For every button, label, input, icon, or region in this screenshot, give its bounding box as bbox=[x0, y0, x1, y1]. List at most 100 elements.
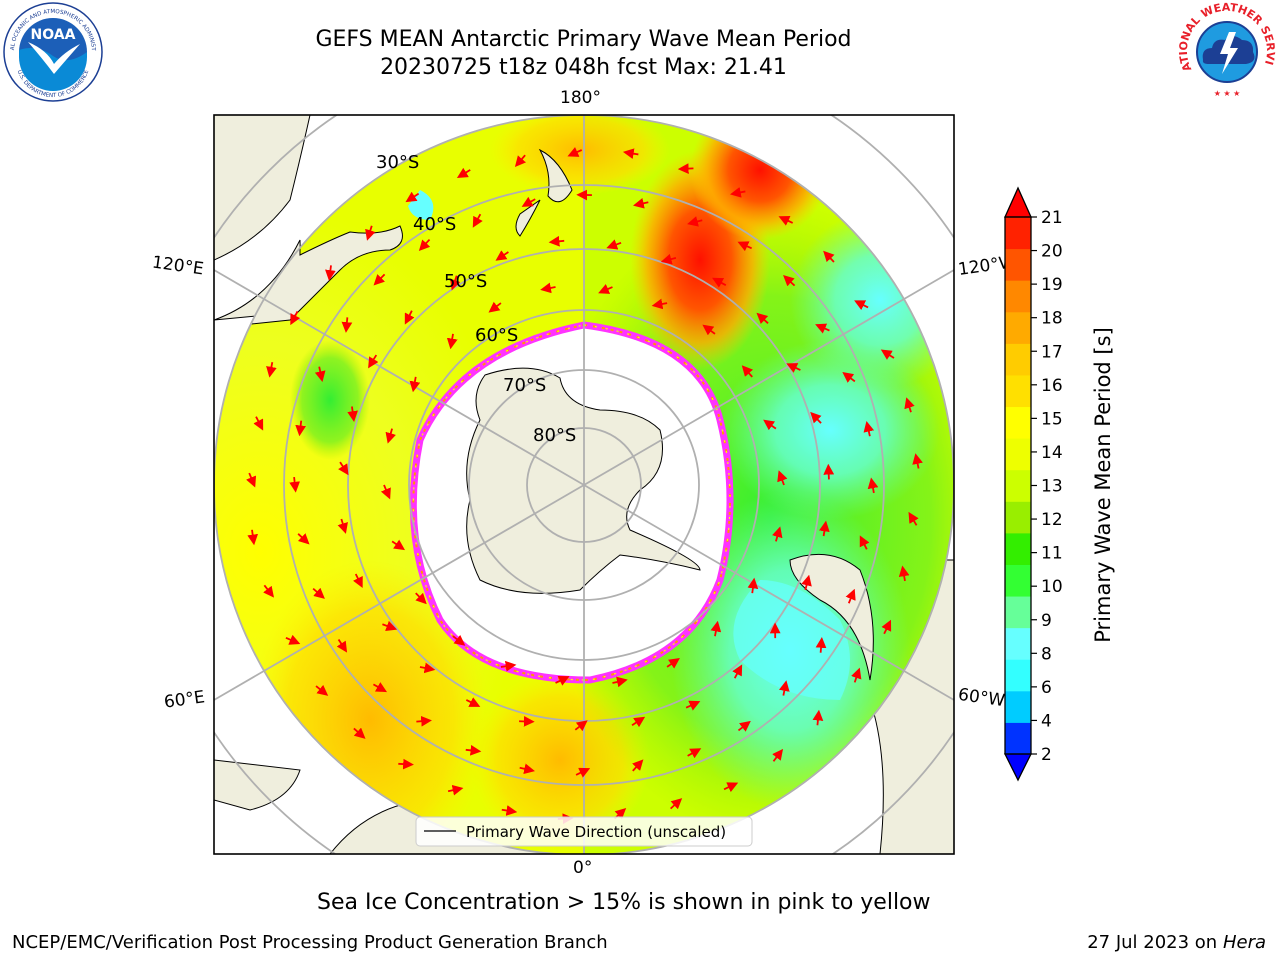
wave-direction-arrow bbox=[772, 526, 783, 542]
wave-direction-arrow bbox=[763, 419, 777, 431]
wave-direction-arrow bbox=[612, 676, 628, 688]
colorbar-tick-label: 8 bbox=[1041, 644, 1052, 664]
wave-direction-arrow bbox=[500, 660, 517, 672]
map-subtitle: 20230725 t18z 048h fcst Max: 21.41 bbox=[380, 55, 787, 80]
wave-direction-arrow bbox=[867, 477, 879, 494]
wave-direction-arrow bbox=[373, 273, 386, 286]
wave-direction-arrow bbox=[812, 709, 824, 726]
colorbar-tick-label: 17 bbox=[1041, 342, 1063, 362]
colorbar-swatch bbox=[1005, 627, 1031, 660]
wave-direction-arrow bbox=[295, 420, 307, 437]
wave-direction-arrow bbox=[606, 239, 622, 250]
wave-direction-arrow bbox=[772, 748, 784, 762]
colorbar-tick-label: 13 bbox=[1041, 477, 1063, 497]
wave-direction-arrow bbox=[336, 638, 348, 653]
wave-direction-arrow bbox=[756, 312, 769, 325]
wave-direction-arrow bbox=[712, 277, 727, 288]
wave-direction-arrow bbox=[465, 744, 482, 756]
colorbar-swatch bbox=[1005, 690, 1031, 723]
map-title: GEFS MEAN Antarctic Primary Wave Mean Pe… bbox=[315, 27, 852, 52]
colorbar-tick-label: 21 bbox=[1041, 208, 1063, 228]
colorbar-swatch bbox=[1005, 374, 1031, 408]
wave-direction-arrow bbox=[419, 662, 436, 674]
wave-direction-arrow bbox=[633, 197, 649, 209]
sea-ice-caption: Sea Ice Concentration > 15% is shown in … bbox=[317, 890, 931, 915]
wave-direction-arrow bbox=[312, 587, 325, 599]
wave-direction-arrow bbox=[815, 637, 827, 653]
wave-direction-arrow bbox=[801, 574, 812, 591]
wave-direction-arrow bbox=[898, 565, 910, 582]
meridian-label-0: 0° bbox=[573, 858, 593, 878]
colorbar-tick-label: 2 bbox=[1041, 745, 1052, 765]
colorbar-tick-label: 11 bbox=[1041, 544, 1063, 564]
colorbar-tick-label: 15 bbox=[1041, 409, 1063, 429]
wave-direction-arrow bbox=[904, 397, 915, 413]
wave-direction-arrow bbox=[598, 284, 613, 294]
wave-direction-arrow bbox=[353, 727, 366, 739]
wave-direction-arrow bbox=[567, 147, 583, 157]
footer-date-text: 27 Jul 2023 on bbox=[1087, 932, 1223, 953]
wave-direction-arrow bbox=[823, 250, 835, 263]
wave-direction-arrow bbox=[289, 476, 300, 493]
wave-direction-arrow bbox=[842, 372, 856, 383]
wave-direction-arrow bbox=[666, 658, 680, 669]
wave-direction-arrow bbox=[651, 298, 668, 310]
lat-label-30s: 30°S bbox=[376, 152, 419, 173]
wave-direction-arrow bbox=[777, 470, 788, 486]
wave-direction-arrow bbox=[446, 333, 458, 350]
wave-direction-arrow bbox=[819, 520, 830, 537]
wave-direction-arrow bbox=[409, 376, 421, 393]
colorbar-tick-label: 6 bbox=[1041, 678, 1052, 698]
wave-direction-arrow bbox=[747, 577, 759, 594]
colorbar-tick-label: 18 bbox=[1041, 309, 1063, 329]
colorbar-swatch bbox=[1005, 438, 1031, 471]
wave-direction-arrow bbox=[863, 420, 875, 437]
wave-direction-arrow bbox=[416, 715, 432, 727]
wave-direction-arrow bbox=[631, 716, 646, 728]
wave-direction-arrow bbox=[246, 472, 257, 488]
wave-direction-arrow bbox=[880, 349, 895, 360]
wave-direction-arrow bbox=[447, 784, 464, 796]
colorbar: 2 4 6 8 9 10 11 12 13 14 15 16 17 18 19 20 21 Primary Wa… bbox=[1003, 186, 1115, 782]
wave-direction-arrow bbox=[404, 310, 415, 325]
wave-direction-arrow bbox=[266, 362, 277, 378]
wave-direction-arrow bbox=[632, 759, 644, 772]
wave-direction-arrow bbox=[815, 323, 830, 334]
wave-direction-arrow bbox=[845, 588, 856, 604]
wave-direction-arrow bbox=[521, 196, 536, 207]
wave-direction-arrow bbox=[391, 539, 406, 551]
wave-direction-arrow bbox=[548, 235, 565, 247]
lat-label-50s: 50°S bbox=[444, 271, 487, 292]
wave-direction-arrow bbox=[385, 428, 396, 444]
wave-direction-arrow bbox=[380, 484, 391, 500]
colorbar-swatch bbox=[1005, 343, 1031, 376]
wave-direction-arrow bbox=[368, 354, 379, 369]
wave-direction-arrow bbox=[519, 763, 535, 775]
colorbar-swatch bbox=[1005, 722, 1031, 755]
wave-direction-arrow bbox=[732, 664, 743, 679]
wave-direction-arrow bbox=[263, 584, 275, 598]
wave-direction-arrow bbox=[418, 238, 431, 252]
wave-direction-arrow bbox=[347, 406, 358, 422]
map-legend: Primary Wave Direction (unscaled) bbox=[415, 816, 753, 847]
lat-label-70s: 70°S bbox=[503, 375, 546, 396]
wave-direction-arrow bbox=[372, 682, 388, 693]
wave-direction-arrow bbox=[881, 619, 892, 635]
wave-direction-arrow bbox=[465, 697, 481, 707]
colorbar-swatch bbox=[1005, 280, 1031, 313]
wave-direction-arrow bbox=[247, 529, 259, 546]
legend-label: Primary Wave Direction (unscaled) bbox=[466, 823, 726, 841]
wave-direction-arrow bbox=[325, 265, 336, 281]
colorbar-tick-label: 20 bbox=[1041, 242, 1063, 262]
wave-direction-arrow bbox=[778, 215, 794, 226]
wave-direction-arrow bbox=[741, 365, 754, 378]
wave-direction-arrow bbox=[810, 411, 822, 424]
wave-direction-arrow bbox=[723, 782, 739, 793]
wave-direction-arrow bbox=[786, 363, 801, 373]
colorbar-over-triangle bbox=[1003, 186, 1033, 218]
wave-direction-arrow bbox=[341, 317, 353, 333]
wave-direction-arrow bbox=[779, 680, 790, 696]
wave-direction-arrow bbox=[297, 533, 310, 545]
colorbar-swatch bbox=[1005, 406, 1031, 439]
